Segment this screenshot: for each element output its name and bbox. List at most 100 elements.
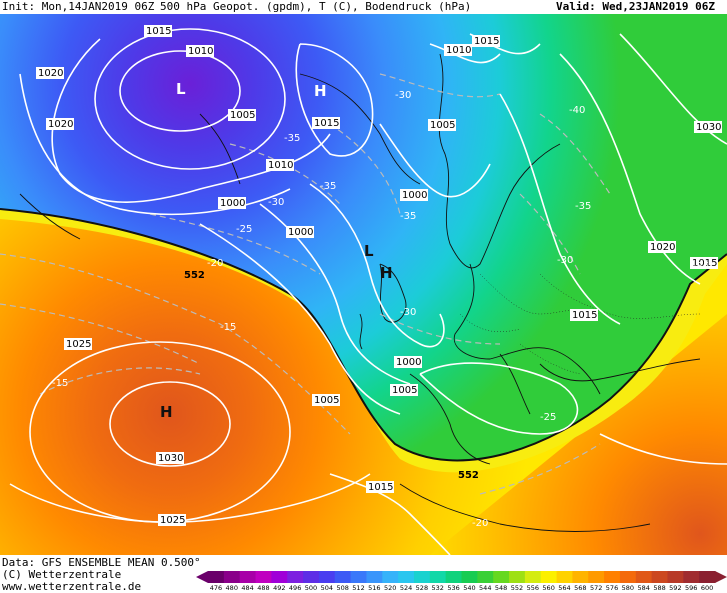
legend-swatch (334, 571, 352, 583)
legend-arrow-left (196, 571, 208, 583)
copyright-label: (C) Wetterzentrale (2, 568, 122, 581)
high-pressure-marker: H (380, 264, 393, 282)
temperature-label: -40 (569, 105, 585, 116)
legend-value: 488 (257, 584, 269, 591)
legend-swatch (255, 571, 272, 583)
legend-value: 556 (527, 584, 539, 591)
isobar-label: 1015 (146, 26, 171, 37)
temperature-label: -15 (220, 322, 236, 333)
legend-value: 500 (305, 584, 317, 591)
temperature-label: -35 (400, 211, 416, 222)
geopotential-label: 552 (184, 270, 205, 281)
legend-value: 588 (653, 584, 665, 591)
isobar-label: 1000 (402, 190, 427, 201)
legend-swatch (556, 571, 573, 583)
high-pressure-marker: H (160, 403, 173, 421)
legend-swatch (303, 571, 320, 583)
temperature-label: -35 (575, 201, 591, 212)
temperature-label: -25 (540, 412, 556, 423)
isobar-label: 1020 (650, 242, 675, 253)
legend-value: 568 (574, 584, 586, 591)
isobar-label: 1005 (430, 120, 455, 131)
isobar-label: 1025 (160, 515, 185, 526)
legend-swatch (461, 571, 478, 583)
isobars (9, 28, 727, 555)
isobar-label: 1000 (220, 198, 245, 209)
isotherms (0, 73, 611, 495)
legend-value: 528 (416, 584, 428, 591)
temperature-label: -25 (693, 261, 709, 272)
legend-value: 544 (479, 584, 491, 591)
legend-swatch (413, 571, 431, 583)
legend-swatch (524, 571, 542, 583)
legend-swatch (223, 571, 241, 583)
isobar-label: 1015 (474, 36, 499, 47)
legend-swatch (350, 571, 367, 583)
temperature-label: -30 (395, 90, 411, 101)
legend-swatch (271, 571, 288, 583)
temperature-label: -35 (284, 133, 300, 144)
legend-value: 564 (558, 584, 570, 591)
legend-swatch (318, 571, 336, 583)
isobar-label: 1020 (48, 119, 73, 130)
legend-swatch (683, 571, 700, 583)
isobar-label: 1015 (368, 482, 393, 493)
isobar-label: 1000 (288, 227, 313, 238)
high-pressure-marker: H (314, 82, 327, 100)
legend-value: 552 (511, 584, 523, 591)
legend-swatch (572, 571, 589, 583)
borders (459, 273, 701, 375)
legend-swatch (493, 571, 510, 583)
website-link[interactable]: www.wetterzentrale.de (2, 580, 142, 593)
legend-value: 580 (622, 584, 634, 591)
legend-swatch (540, 571, 558, 583)
legend-swatch (287, 571, 304, 583)
legend-swatch (382, 571, 399, 583)
data-source-label: Data: GFS ENSEMBLE MEAN 0.500° (2, 556, 201, 569)
isobar-labels: 1015 1010 1020 1020 1005 1015 1010 1000 … (36, 25, 722, 526)
map-footer: Data: GFS ENSEMBLE MEAN 0.500° (C) Wette… (0, 555, 727, 593)
legend-value: 520 (384, 584, 396, 591)
legend-value: 548 (495, 584, 507, 591)
legend-value: 516 (368, 584, 380, 591)
low-pressure-marker: L (364, 242, 374, 260)
legend-value: 480 (226, 584, 238, 591)
cold-airmass-area (0, 14, 727, 461)
isobar-label: 1015 (314, 118, 339, 129)
temperature-label: -30 (557, 255, 573, 266)
legend-swatch (366, 571, 383, 583)
isobar-label: 1030 (696, 122, 721, 133)
legend-value: 492 (273, 584, 285, 591)
isobar-label: 1015 (572, 310, 597, 321)
weather-map: L H L H H 1015 1010 1020 1020 1005 1015 … (0, 14, 727, 555)
legend-swatch (398, 571, 415, 583)
legend-swatch (635, 571, 653, 583)
legend-swatch (445, 571, 462, 583)
legend-swatch (619, 571, 637, 583)
legend-value: 484 (241, 584, 253, 591)
geopotential-552-line (0, 208, 727, 462)
legend-value: 584 (637, 584, 649, 591)
temperature-label: -30 (268, 197, 284, 208)
geopotential-labels: 552 552 (184, 270, 479, 481)
legend-swatch (429, 571, 447, 583)
legend-value: 508 (336, 584, 348, 591)
legend-value: 476 (210, 584, 222, 591)
legend-value: 524 (400, 584, 412, 591)
color-scale-legend: 476 480 484 488 492 496 500 504 508 512 516 520 524 5… (196, 571, 727, 591)
legend-value: 496 (289, 584, 301, 591)
temperature-label: -20 (207, 258, 223, 269)
legend-swatch (239, 571, 257, 583)
init-time-label: Init: Mon,14JAN2019 06Z (2, 0, 155, 13)
legend-value: 532 (432, 584, 444, 591)
isobar-label: 1005 (392, 385, 417, 396)
chart-title: 500 hPa Geopot. (gpdm), T (C), Bodendruc… (160, 0, 472, 13)
temperature-label: -15 (52, 378, 68, 389)
legend-value: 504 (321, 584, 333, 591)
temperature-label: -20 (472, 518, 488, 529)
legend-value: 600 (701, 584, 713, 591)
legend-swatch (509, 571, 526, 583)
valid-time-label: Valid: Wed,23JAN2019 06Z (556, 0, 715, 13)
map-header: Init: Mon,14JAN2019 06Z 500 hPa Geopot. … (0, 0, 727, 14)
legend-value: 572 (590, 584, 602, 591)
